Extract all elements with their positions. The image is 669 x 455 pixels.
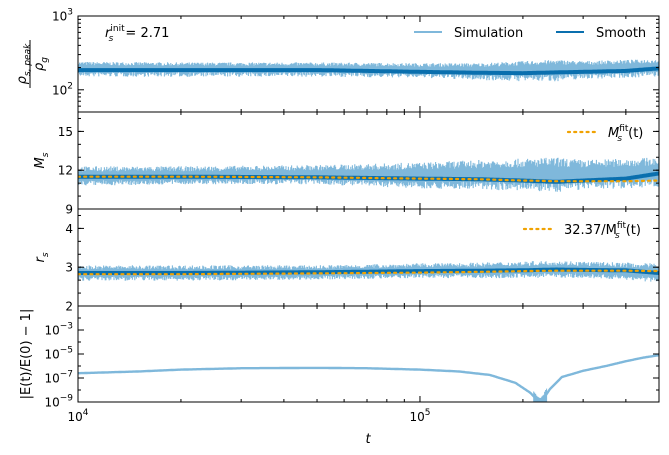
y-tick-label: 103: [52, 8, 73, 24]
y-tick-label: 15: [58, 125, 73, 139]
legend-label-fit: Mfit s (t): [608, 124, 643, 144]
tick-base: 10: [67, 410, 82, 424]
y-label-numerator: ρs, peak: [15, 43, 33, 84]
tick-text: 15: [58, 125, 73, 139]
tick-text: 4: [65, 222, 73, 236]
legend-text: Simulation: [454, 26, 523, 41]
tick-base: 10: [44, 324, 59, 338]
annotation-sub: s: [109, 34, 114, 44]
y-label-denominator: ρg: [32, 57, 50, 71]
tick-base: 10: [52, 83, 67, 97]
tick-exp: −5: [60, 346, 73, 356]
legend-sub: s: [615, 231, 620, 241]
legend-label-sim: Simulation: [454, 26, 523, 41]
tick-base: 10: [44, 372, 59, 386]
y-label-text: |E(t)/E(0) − 1|: [19, 309, 34, 400]
y-tick-label: 4: [65, 222, 73, 236]
annotation-main: r: [105, 26, 112, 41]
simulation-band-mass: [78, 157, 659, 192]
frame-mass: [77, 111, 660, 210]
plot-area-rho: [78, 59, 659, 82]
plot-area-energy: [78, 354, 659, 402]
legend-suffix: (t): [626, 223, 641, 238]
tick-exp: −7: [60, 370, 73, 380]
plot-area-radius: [78, 261, 659, 282]
y-label-sub: s: [41, 152, 51, 157]
y-tick-label: 2: [65, 300, 73, 314]
y-tick-label: 10−7: [44, 370, 73, 386]
tick-base: 10: [44, 396, 59, 410]
x-label-text: t: [365, 432, 371, 447]
tick-text: 12: [58, 164, 73, 178]
tick-exp: 3: [67, 8, 73, 18]
fit-line-mass: [78, 175, 659, 183]
tick-base: 10: [44, 348, 59, 362]
legend-text: Smooth: [596, 26, 646, 41]
y-tick-label: 9: [65, 203, 73, 217]
simulation-line-energy: [78, 354, 659, 402]
y-label-den: ρ: [32, 62, 47, 71]
legend-sup: fit: [619, 124, 629, 134]
y-label-main: M: [33, 157, 48, 168]
y-label-sub: s, peak: [23, 43, 33, 76]
x-axis-label: t: [365, 432, 371, 447]
tick-text: 9: [65, 203, 73, 217]
frame-energy: [77, 305, 660, 403]
y-tick-label: 3: [65, 261, 73, 275]
legend-suffix: (t): [628, 126, 643, 141]
smooth-line-rho: [78, 66, 659, 76]
legend-label-smooth: Smooth: [596, 26, 646, 41]
legend-label-fit: 32.37/Mfit s (t): [564, 221, 641, 241]
y-tick-label: 102: [52, 81, 73, 97]
tick-text: 3: [65, 261, 73, 275]
tick-text: 2: [65, 300, 73, 314]
tick-base: 10: [52, 10, 67, 24]
tick-exp: 4: [83, 408, 89, 418]
tick-exp: 2: [67, 81, 73, 91]
tick-base: 10: [409, 410, 424, 424]
x-tick-label: 104: [67, 408, 88, 424]
legend-sup: fit: [617, 221, 627, 231]
tick-exp: 5: [425, 408, 431, 418]
legend-sub: s: [617, 134, 622, 144]
y-label-sub: s: [41, 252, 51, 257]
y-tick-label: 10−3: [44, 322, 73, 338]
annotation-r-init: rinit s = 2.71: [105, 24, 169, 44]
panel-energy: 10−910−710−510−3|E(t)/E(0) − 1|: [19, 305, 660, 410]
y-axis-label-radius: rs: [33, 252, 51, 262]
y-tick-label: 10−5: [44, 346, 73, 362]
legend-text: M: [608, 126, 619, 141]
y-axis-label-mass: Ms: [33, 152, 51, 168]
y-label-main: r: [33, 256, 48, 263]
y-axis-label-rho: ρs, peak ρg: [15, 40, 50, 88]
tick-exp: −9: [60, 394, 74, 404]
legend-text: 32.37/M: [564, 223, 617, 238]
fit-line-radius: [78, 269, 659, 276]
annotation-value: = 2.71: [121, 26, 169, 41]
plot-area-mass: [78, 157, 659, 192]
y-label-main: ρ: [15, 75, 30, 84]
y-tick-label: 12: [58, 164, 73, 178]
y-axis-label-energy: |E(t)/E(0) − 1|: [19, 309, 34, 400]
annotation-sup: init: [110, 24, 125, 34]
y-tick-label: 10−9: [44, 394, 73, 410]
y-label-den-sub: g: [40, 57, 50, 63]
simulation-dip-energy: [533, 388, 548, 402]
tick-exp: −3: [60, 322, 73, 332]
x-tick-label: 105: [409, 408, 430, 424]
